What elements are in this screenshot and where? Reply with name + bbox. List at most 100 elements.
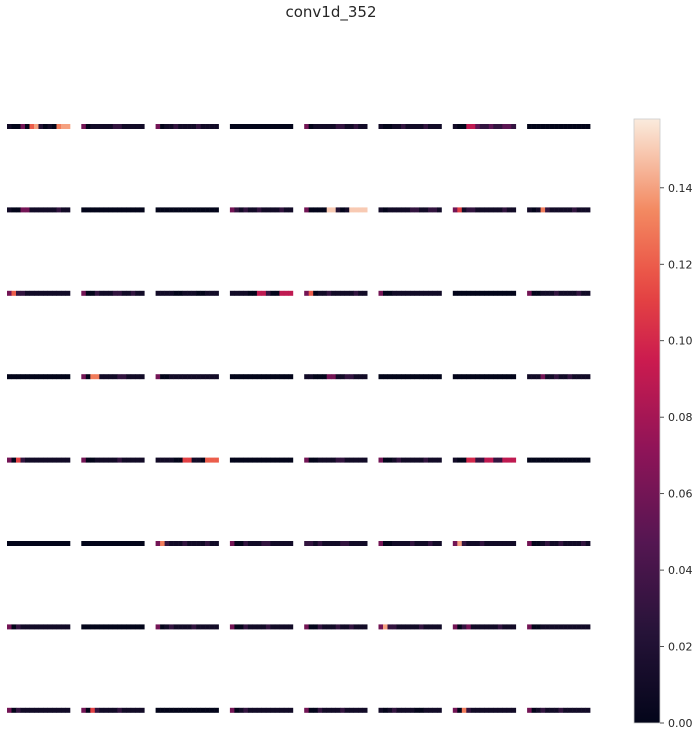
heatmap-cell bbox=[52, 207, 57, 213]
heatmap-cell bbox=[20, 207, 26, 213]
heatmap-cell bbox=[99, 707, 105, 713]
heatmap-cell bbox=[247, 290, 253, 296]
colorbar-tick-label: 0.10 bbox=[668, 335, 693, 348]
heatmap-cell bbox=[545, 207, 550, 213]
heatmap-cell bbox=[187, 624, 192, 630]
heatmap-cell bbox=[536, 541, 541, 546]
heatmap-cell bbox=[527, 290, 532, 296]
heatmap-cell bbox=[461, 124, 467, 129]
heatmap-cell bbox=[378, 290, 384, 296]
heatmap-cell bbox=[38, 374, 44, 380]
heatmap-cell bbox=[358, 624, 363, 630]
heatmap-cell bbox=[428, 124, 433, 129]
heatmap-cell bbox=[554, 457, 559, 463]
heatmap-cell bbox=[85, 541, 91, 546]
heatmap-cell bbox=[214, 457, 219, 463]
heatmap-cell bbox=[43, 707, 48, 713]
heatmap-cell bbox=[558, 207, 564, 213]
heatmap-cell bbox=[410, 457, 415, 463]
heatmap-cell bbox=[160, 457, 165, 463]
heatmap-cell bbox=[502, 457, 508, 463]
heatmap-cell bbox=[178, 457, 183, 463]
heatmap-cell bbox=[313, 207, 318, 213]
heatmap-cell bbox=[353, 707, 359, 713]
heatmap-cell bbox=[200, 374, 206, 380]
heatmap-cell bbox=[209, 707, 215, 713]
heatmap-cell bbox=[238, 290, 244, 296]
heatmap-cell bbox=[466, 124, 472, 129]
heatmap-cell bbox=[283, 541, 289, 546]
heatmap-cell bbox=[25, 124, 30, 129]
heatmap-cell bbox=[209, 374, 215, 380]
heatmap-cell bbox=[331, 707, 336, 713]
heatmap-cell bbox=[99, 457, 105, 463]
heatmap-cell bbox=[117, 541, 123, 546]
heatmap-cell bbox=[43, 124, 48, 129]
heatmap-cell bbox=[475, 457, 481, 463]
heatmap-cell bbox=[585, 124, 591, 129]
heatmap-cell bbox=[47, 707, 53, 713]
heatmap-cell bbox=[428, 207, 433, 213]
heatmap-cell bbox=[34, 707, 39, 713]
heatmap-cell bbox=[308, 624, 314, 630]
heatmap-cell bbox=[187, 124, 192, 129]
heatmap-cell bbox=[196, 374, 201, 380]
heatmap-cell bbox=[313, 457, 318, 463]
heatmap-cell bbox=[358, 541, 363, 546]
heatmap-cell bbox=[56, 624, 62, 630]
heatmap-cell bbox=[61, 207, 66, 213]
heatmap-cell bbox=[214, 124, 219, 129]
heatmap-cell bbox=[317, 207, 323, 213]
heatmap-cell bbox=[493, 374, 499, 380]
heatmap-cell bbox=[437, 290, 442, 296]
heatmap-cell bbox=[304, 290, 309, 296]
heatmap-cell bbox=[308, 207, 314, 213]
heatmap-cell bbox=[155, 374, 161, 380]
heatmap-cell bbox=[353, 207, 359, 213]
heatmap-cell bbox=[527, 624, 532, 630]
heatmap-cell bbox=[567, 290, 573, 296]
heatmap-cell bbox=[288, 624, 294, 630]
heatmap-cell bbox=[558, 707, 564, 713]
heatmap-cell bbox=[396, 374, 402, 380]
heatmap-cell bbox=[29, 457, 35, 463]
heatmap-cell bbox=[383, 457, 388, 463]
heatmap-cell bbox=[401, 707, 406, 713]
heatmap-cell bbox=[243, 374, 249, 380]
heatmap-cell bbox=[234, 624, 240, 630]
heatmap-cell bbox=[164, 707, 170, 713]
heatmap-cell bbox=[238, 124, 244, 129]
heatmap-cell bbox=[428, 374, 433, 380]
heatmap-cell bbox=[563, 290, 568, 296]
heatmap-cell bbox=[549, 207, 555, 213]
heatmap-cell bbox=[81, 541, 87, 546]
heatmap-cell bbox=[423, 457, 429, 463]
heatmap-cell bbox=[457, 290, 463, 296]
heatmap-cell bbox=[155, 707, 161, 713]
heatmap-cell bbox=[401, 290, 406, 296]
heatmap-cell bbox=[497, 541, 503, 546]
heatmap-cell bbox=[567, 374, 573, 380]
heatmap-cell bbox=[265, 457, 271, 463]
heatmap-cell bbox=[43, 374, 48, 380]
heatmap-cell bbox=[209, 207, 215, 213]
heatmap-cell bbox=[457, 207, 463, 213]
heatmap-cell bbox=[214, 541, 219, 546]
colorbar-gradient bbox=[633, 118, 661, 724]
heatmap-cell bbox=[362, 541, 368, 546]
heatmap-cell bbox=[497, 207, 503, 213]
heatmap-cell bbox=[191, 290, 197, 296]
heatmap-cell bbox=[511, 207, 517, 213]
heatmap-cell bbox=[20, 457, 26, 463]
heatmap-cell bbox=[466, 207, 472, 213]
heatmap-cell bbox=[326, 707, 332, 713]
heatmap-cell bbox=[135, 707, 141, 713]
heatmap-cell bbox=[423, 124, 429, 129]
heatmap-cell bbox=[322, 207, 327, 213]
heatmap-cell bbox=[349, 541, 354, 546]
heatmap-cell bbox=[401, 124, 406, 129]
heatmap-cell bbox=[20, 290, 26, 296]
heatmap-cell bbox=[52, 124, 57, 129]
heatmap-cell bbox=[470, 541, 476, 546]
